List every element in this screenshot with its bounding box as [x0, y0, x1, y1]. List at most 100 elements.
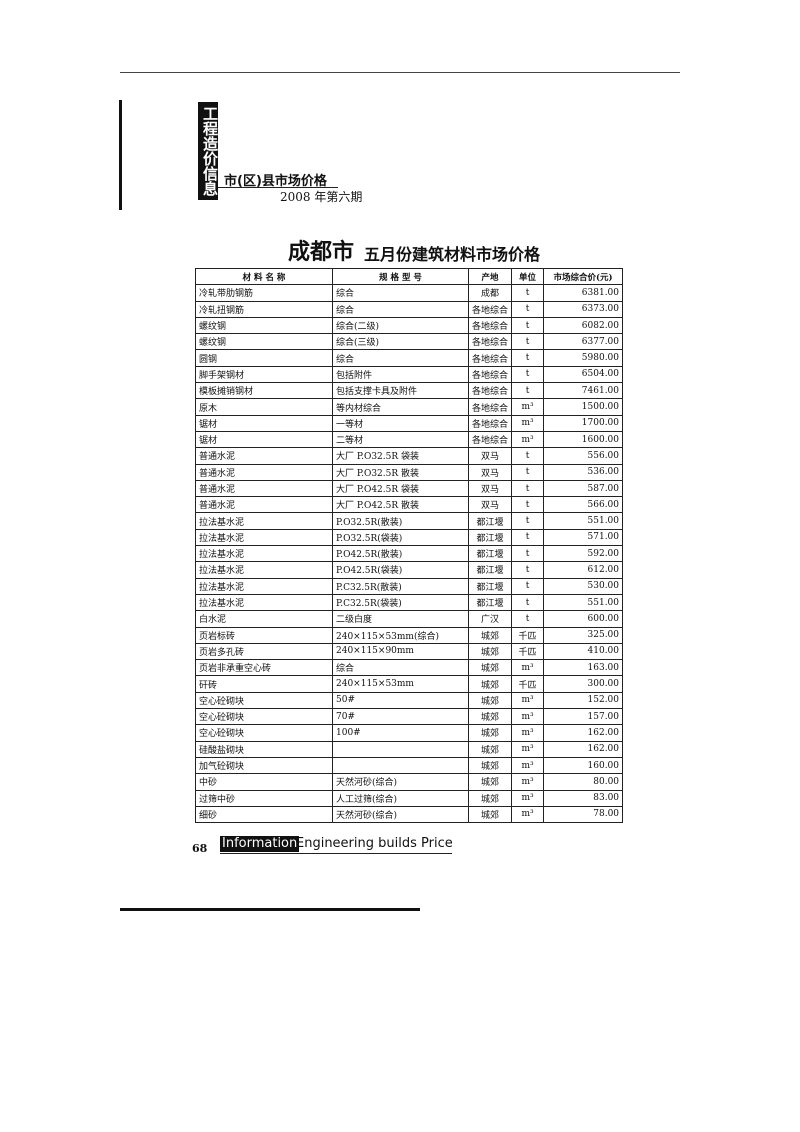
badge: 工程造价信息: [198, 102, 219, 200]
table-cell: 566.00: [543, 496, 624, 514]
table-cell: 各地综合: [467, 430, 513, 449]
table-cell: t: [511, 561, 545, 579]
section-underline: [218, 187, 338, 188]
table-cell: m³: [511, 756, 545, 775]
table-cell: t: [511, 316, 545, 335]
table-cell: 等内材综合: [332, 398, 469, 416]
top-rule: [120, 72, 680, 73]
table-cell: 城郊: [467, 642, 513, 661]
table-cell: 冷轧扭钢筋: [195, 300, 333, 318]
table-row: 冷轧带肋钢筋 综合 成都 t 6381.00: [195, 284, 624, 302]
table-cell: 白水泥: [195, 610, 333, 628]
table-cell: 各地综合: [467, 382, 513, 400]
table-cell: 大厂 P.O32.5R 散装: [332, 463, 469, 481]
table-cell: 城郊: [467, 724, 513, 742]
table-row: 普通水泥 大厂 P.O32.5R 散装 双马 t 536.00: [195, 463, 624, 481]
table-cell: 城郊: [467, 740, 513, 758]
table-cell: 千匹: [511, 626, 545, 644]
table-cell: 100#: [332, 724, 469, 742]
table-row: 页岩多孔砖 240×115×90mm 城郊 千匹 410.00: [195, 642, 624, 661]
table-cell: 拉法基水泥: [195, 593, 333, 612]
table-cell: 一等材: [332, 414, 469, 432]
table-cell: 1600.00: [543, 430, 624, 449]
table-row: 圆钢 综合 各地综合 t 5980.00: [195, 349, 624, 367]
table-cell: 原木: [195, 398, 333, 416]
table-cell: 千匹: [511, 642, 545, 661]
table-cell: 二级白度: [332, 610, 469, 628]
table-cell: 1500.00: [543, 398, 624, 416]
table-cell: m³: [511, 414, 545, 432]
table-cell: 千匹: [511, 675, 545, 693]
table-row: 脚手架钢材 包括附件 各地综合 t 6504.00: [195, 365, 624, 384]
table-cell: 都江堰: [467, 577, 513, 595]
table-cell: 硅酸盐砌块: [195, 740, 333, 758]
table-cell: 页岩多孔砖: [195, 642, 333, 661]
table-cell: 综合: [332, 659, 469, 677]
table-cell: 50#: [332, 691, 469, 710]
table-row: 中砂 天然河砂(综合) 城郊 m³ 80.00: [195, 773, 624, 791]
section-title: 市(区)县市场价格: [224, 174, 327, 189]
table-cell: 普通水泥: [195, 496, 333, 514]
table-row: 页岩非承重空心砖 综合 城郊 m³ 163.00: [195, 659, 624, 677]
table-cell: t: [511, 512, 545, 530]
table-cell: 各地综合: [467, 365, 513, 384]
table-cell: 587.00: [543, 479, 624, 498]
table-cell: t: [511, 610, 545, 628]
table-row: 拉法基水泥 P.C32.5R(袋装) 都江堰 t 551.00: [195, 593, 624, 612]
footer-badge: Information: [220, 836, 300, 852]
table-cell: 矸砖: [195, 675, 333, 693]
table-cell: 592.00: [543, 545, 624, 563]
table-cell: 包括支撑卡具及附件: [332, 382, 469, 400]
table-cell: [332, 740, 469, 758]
table-cell: m³: [511, 430, 545, 449]
table-row: 普通水泥 大厂 P.O32.5R 袋装 双马 t 556.00: [195, 447, 624, 465]
table-cell: 各地综合: [467, 316, 513, 335]
table-cell: 300.00: [543, 675, 624, 693]
table-cell: 240×115×53mm: [332, 675, 469, 693]
header-row: 材 料 名 称规 格 型 号产地 单位 市场综合价(元): [195, 267, 624, 286]
table-cell: m³: [511, 789, 545, 807]
table-row: 矸砖 240×115×53mm 城郊 千匹 300.00: [195, 675, 624, 693]
table-cell: 157.00: [543, 708, 624, 726]
table-cell: 6377.00: [543, 333, 624, 351]
table-cell: 螺纹钢: [195, 316, 333, 335]
table-cell: 5980.00: [543, 349, 624, 367]
table-cell: 城郊: [467, 756, 513, 775]
table-cell: 6381.00: [543, 284, 624, 302]
table-cell: 325.00: [543, 626, 624, 644]
table-cell: [332, 756, 469, 775]
table-row: 页岩标砖 240×115×53mm(综合) 城郊 千匹 325.00: [195, 626, 624, 644]
table-cell: 空心砼砌块: [195, 724, 333, 742]
table-cell: 城郊: [467, 708, 513, 726]
table-cell: 拉法基水泥: [195, 512, 333, 530]
table-cell: m³: [511, 708, 545, 726]
table-cell: t: [511, 349, 545, 367]
table-row: 锯材 二等材 各地综合 m³ 1600.00: [195, 430, 624, 449]
table-row: 模板摊销钢材 包括支撑卡具及附件 各地综合 t 7461.00: [195, 382, 624, 400]
table-cell: 拉法基水泥: [195, 528, 333, 547]
table-cell: m³: [511, 691, 545, 710]
footer-slogan: Engineering builds Price: [296, 836, 453, 851]
table-cell: P.O42.5R(袋装): [332, 561, 469, 579]
table-cell: t: [511, 333, 545, 351]
table-cell: 各地综合: [467, 398, 513, 416]
table-cell: 551.00: [543, 512, 624, 530]
table-row: 拉法基水泥 P.O32.5R(散装) 都江堰 t 551.00: [195, 512, 624, 530]
table-row: 过筛中砂 人工过筛(综合) 城郊 m³ 83.00: [195, 789, 624, 807]
table-cell: P.C32.5R(袋装): [332, 593, 469, 612]
table-row: 拉法基水泥 P.O42.5R(散装) 都江堰 t 592.00: [195, 545, 624, 563]
table-cell: 成都: [467, 284, 513, 302]
table-cell: 冷轧带肋钢筋: [195, 284, 333, 302]
table-row: 普通水泥 大厂 P.O42.5R 散装 双马 t 566.00: [195, 496, 624, 514]
table-cell: 都江堰: [467, 512, 513, 530]
table-cell: 城郊: [467, 675, 513, 693]
bottom-rule: [120, 908, 420, 911]
table-cell: 83.00: [543, 789, 624, 807]
table-cell: 脚手架钢材: [195, 365, 333, 384]
table-cell: 普通水泥: [195, 479, 333, 498]
table-cell: 中砂: [195, 773, 333, 791]
table-cell: 人工过筛(综合): [332, 789, 469, 807]
price-table: 材 料 名 称规 格 型 号产地 单位 市场综合价(元) 冷轧带肋钢筋 综合 成都 t 63…: [195, 267, 624, 824]
table-cell: 综合(三级): [332, 333, 469, 351]
column-header: 市场综合价(元): [543, 267, 624, 286]
